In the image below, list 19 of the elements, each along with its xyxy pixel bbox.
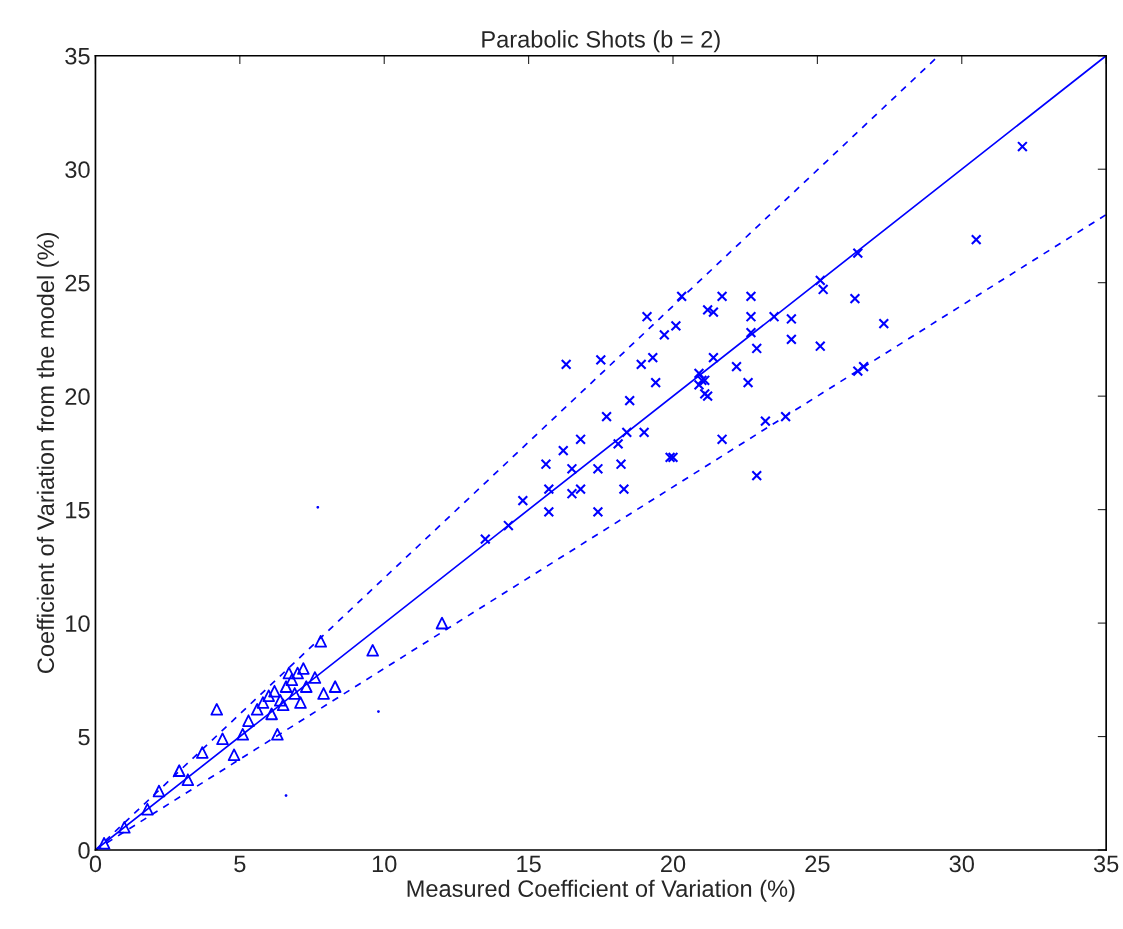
x-axis-title: Measured Coefficient of Variation (%) xyxy=(407,879,795,902)
x-tick-label: 25 xyxy=(805,855,830,873)
y-tick-label: 15 xyxy=(66,501,90,519)
chart-title: Parabolic Shots (b = 2) xyxy=(482,30,720,53)
x-tick-label: 5 xyxy=(234,855,246,873)
y-tick-label: 5 xyxy=(78,728,90,746)
y-tick-label: 20 xyxy=(65,388,90,405)
x-tick-label: 35 xyxy=(1093,855,1119,873)
y-tick-label: 30 xyxy=(65,161,90,178)
x-tick-label: 15 xyxy=(517,855,541,873)
y-tick-label: 25 xyxy=(65,274,90,292)
y-tick-label: 10 xyxy=(66,615,90,632)
x-tick-label: 0 xyxy=(89,855,102,873)
x-tick-label: 10 xyxy=(372,855,397,873)
y-tick-label: 0 xyxy=(78,842,90,859)
x-tick-label: 30 xyxy=(949,855,974,873)
y-tick-label: 35 xyxy=(65,47,90,65)
y-axis-title: Coefficient of Variation from the model (%) xyxy=(36,232,59,674)
x-tick-label: 20 xyxy=(661,855,686,873)
